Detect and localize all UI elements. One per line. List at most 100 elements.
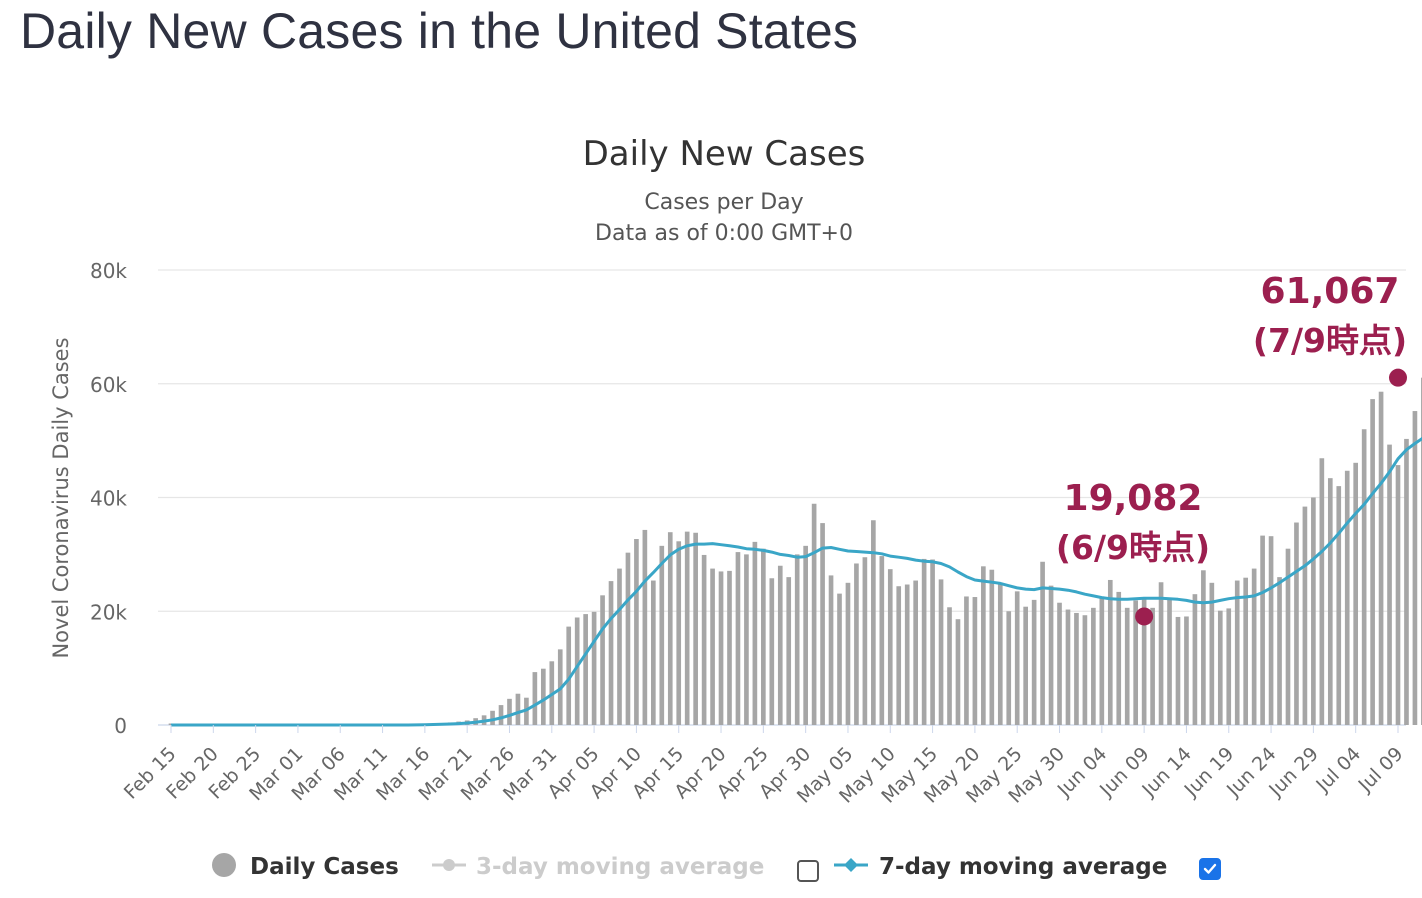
bar-daily-cases[interactable] (1311, 497, 1316, 726)
bar-daily-cases[interactable] (667, 532, 673, 725)
bar-daily-cases[interactable] (896, 586, 902, 725)
bar-daily-cases[interactable] (1133, 600, 1139, 725)
bar-daily-cases[interactable] (727, 570, 732, 725)
bar-daily-cases[interactable] (583, 614, 588, 725)
bar-daily-cases[interactable] (490, 710, 495, 725)
bar-daily-cases[interactable] (1251, 568, 1257, 725)
bar-daily-cases[interactable] (642, 529, 648, 725)
bar-daily-cases[interactable] (1141, 599, 1147, 725)
toggle-3day-average-checkbox[interactable] (797, 860, 819, 882)
bar-daily-cases[interactable] (659, 545, 665, 725)
bar-daily-cases[interactable] (820, 523, 825, 725)
bar-daily-cases[interactable] (904, 584, 910, 725)
bars-daily-cases[interactable] (168, 377, 1422, 726)
bar-daily-cases[interactable] (1336, 486, 1342, 725)
bar-daily-cases[interactable] (1065, 609, 1071, 725)
bar-daily-cases[interactable] (930, 559, 935, 725)
bar-daily-cases[interactable] (854, 563, 859, 725)
bar-daily-cases[interactable] (1404, 438, 1409, 725)
bar-daily-cases[interactable] (879, 556, 885, 725)
bar-daily-cases[interactable] (566, 626, 572, 725)
bar-daily-cases[interactable] (617, 568, 622, 725)
bar-daily-cases[interactable] (1048, 585, 1054, 725)
bar-daily-cases[interactable] (625, 552, 631, 725)
bar-daily-cases[interactable] (955, 619, 961, 725)
bar-daily-cases[interactable] (532, 672, 538, 725)
bar-daily-cases[interactable] (947, 607, 952, 725)
bar-daily-cases[interactable] (684, 531, 690, 725)
bar-daily-cases[interactable] (981, 566, 986, 725)
bar-daily-cases[interactable] (921, 558, 927, 725)
bar-daily-cases[interactable] (1099, 596, 1105, 725)
bar-daily-cases[interactable] (1243, 577, 1249, 725)
bar-daily-cases[interactable] (769, 578, 775, 725)
bar-daily-cases[interactable] (600, 595, 605, 725)
bar-daily-cases[interactable] (794, 554, 800, 725)
bar-daily-cases[interactable] (541, 668, 546, 725)
bar-daily-cases[interactable] (1378, 391, 1384, 725)
bar-daily-cases[interactable] (989, 569, 995, 725)
bar-daily-cases[interactable] (744, 554, 749, 725)
bar-daily-cases[interactable] (1116, 591, 1122, 725)
bar-daily-cases[interactable] (777, 565, 783, 725)
bar-daily-cases[interactable] (1167, 598, 1172, 725)
bar-daily-cases[interactable] (761, 548, 766, 725)
bar-daily-cases[interactable] (1006, 611, 1012, 725)
bar-daily-cases[interactable] (752, 541, 758, 725)
bar-daily-cases[interactable] (1201, 570, 1206, 725)
bar-daily-cases[interactable] (718, 571, 724, 725)
line-7day-moving-average[interactable] (171, 412, 1422, 727)
bar-daily-cases[interactable] (938, 579, 944, 725)
bar-daily-cases[interactable] (837, 593, 842, 725)
bar-daily-cases[interactable] (676, 541, 682, 725)
bar-daily-cases[interactable] (1327, 478, 1333, 725)
bar-daily-cases[interactable] (591, 611, 597, 725)
bar-daily-cases[interactable] (1107, 579, 1113, 725)
toggle-7day-average-checkbox[interactable] (1199, 858, 1221, 880)
bar-daily-cases[interactable] (1014, 591, 1020, 725)
bar-daily-cases[interactable] (1023, 606, 1028, 725)
bar-daily-cases[interactable] (972, 597, 978, 725)
bar-daily-cases[interactable] (651, 580, 656, 725)
bar-daily-cases[interactable] (1124, 607, 1130, 725)
line-7day-average[interactable] (171, 412, 1422, 727)
bar-daily-cases[interactable] (1184, 616, 1189, 725)
bar-daily-cases[interactable] (1277, 577, 1282, 725)
bar-daily-cases[interactable] (811, 503, 817, 725)
bar-daily-cases[interactable] (1158, 582, 1164, 725)
bar-daily-cases[interactable] (507, 698, 512, 725)
bar-daily-cases[interactable] (997, 582, 1003, 725)
bar-daily-cases[interactable] (845, 582, 851, 725)
bar-daily-cases[interactable] (710, 568, 715, 725)
bar-daily-cases[interactable] (1226, 608, 1232, 725)
bar-daily-cases[interactable] (1040, 561, 1045, 725)
bar-daily-cases[interactable] (828, 575, 834, 725)
bar-daily-cases[interactable] (515, 693, 521, 725)
bar-daily-cases[interactable] (574, 617, 580, 725)
bar-daily-cases[interactable] (887, 569, 893, 725)
bar-daily-cases[interactable] (1370, 399, 1375, 725)
bar-daily-cases[interactable] (608, 581, 614, 725)
bar-daily-cases[interactable] (1285, 548, 1291, 725)
bar-daily-cases[interactable] (498, 705, 504, 725)
bar-daily-cases[interactable] (1353, 462, 1359, 725)
bar-daily-cases[interactable] (1074, 612, 1079, 725)
bar-daily-cases[interactable] (964, 596, 969, 725)
bar-daily-cases[interactable] (871, 520, 876, 725)
bar-daily-cases[interactable] (1387, 444, 1392, 725)
bar-daily-cases[interactable] (1395, 465, 1401, 725)
bar-daily-cases[interactable] (1412, 411, 1418, 725)
bar-daily-cases[interactable] (913, 580, 918, 725)
bar-daily-cases[interactable] (735, 552, 741, 725)
bar-daily-cases[interactable] (693, 532, 698, 725)
bar-daily-cases[interactable] (1217, 610, 1223, 725)
bar-daily-cases[interactable] (1260, 535, 1265, 725)
bar-daily-cases[interactable] (1234, 580, 1240, 725)
bar-daily-cases[interactable] (803, 545, 808, 725)
bar-daily-cases[interactable] (1091, 607, 1096, 725)
bar-daily-cases[interactable] (1082, 615, 1088, 725)
bar-daily-cases[interactable] (862, 557, 868, 725)
legend-item-7day-average[interactable]: 7-day moving average (834, 854, 1167, 880)
legend-item-3day-average[interactable]: 3-day moving average (432, 854, 764, 880)
bar-daily-cases[interactable] (634, 539, 639, 725)
